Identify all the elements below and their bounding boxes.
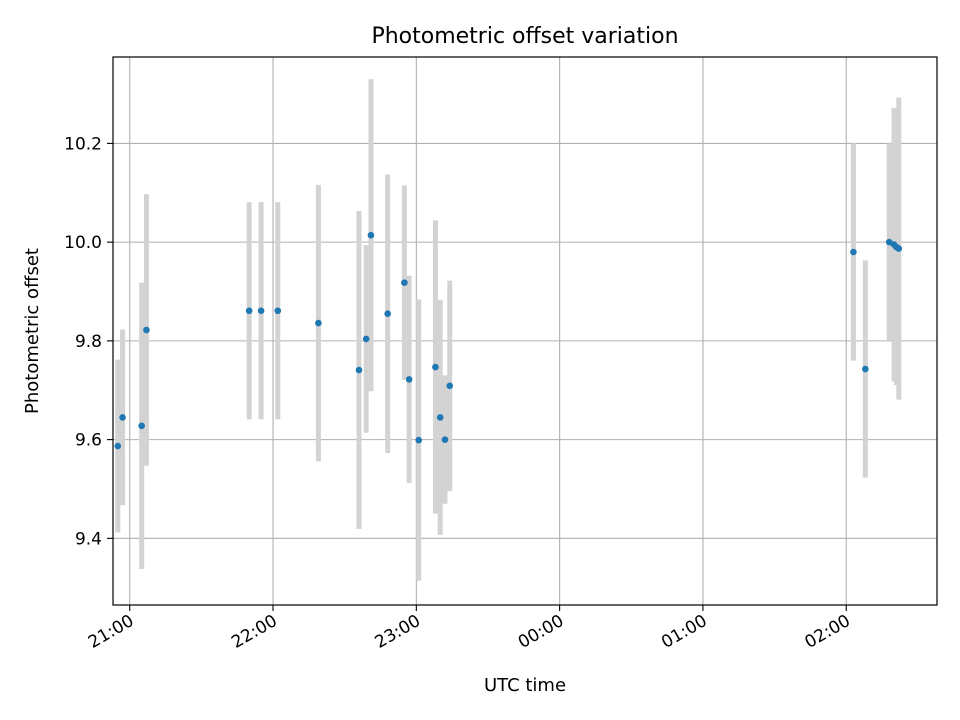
y-tick-label: 10.0 (64, 233, 102, 253)
data-point (274, 307, 282, 315)
y-tick-label: 9.4 (75, 529, 102, 549)
y-tick-label: 10.2 (64, 134, 102, 154)
data-point (436, 414, 444, 421)
data-point (367, 231, 375, 239)
chart-title: Photometric offset variation (371, 24, 678, 49)
data-point (119, 414, 126, 421)
x-tick-label: 00:00 (515, 611, 567, 653)
data-point (895, 245, 903, 252)
x-tick-label: 02:00 (802, 611, 854, 653)
data-point (384, 310, 391, 318)
plot-frame (112, 56, 938, 606)
data-point (362, 335, 370, 343)
data-point (415, 436, 423, 444)
data-point (138, 422, 145, 430)
data-point (401, 279, 408, 286)
data-point (405, 376, 413, 383)
data-point (441, 436, 449, 443)
y-tick-label: 9.8 (75, 332, 102, 352)
y-tick-label: 9.6 (75, 431, 102, 451)
x-tick-label: 22:00 (228, 611, 280, 653)
data-point (850, 248, 857, 256)
x-tick-label: 23:00 (372, 611, 424, 653)
x-tick-label: 01:00 (658, 611, 710, 653)
grid-lines (113, 57, 937, 605)
data-point (432, 363, 439, 371)
data-point (257, 307, 265, 315)
data-point (114, 442, 122, 450)
data-point (355, 366, 363, 374)
data-point (446, 382, 454, 390)
x-axis-label: UTC time (484, 675, 566, 696)
y-axis-label: Photometric offset (22, 248, 43, 414)
plot-area (113, 57, 937, 605)
data-point (245, 307, 253, 315)
data-points (114, 231, 903, 450)
data-point (143, 326, 150, 334)
x-tick-label: 21:00 (85, 611, 137, 653)
data-point (862, 365, 869, 373)
data-point (315, 319, 322, 327)
